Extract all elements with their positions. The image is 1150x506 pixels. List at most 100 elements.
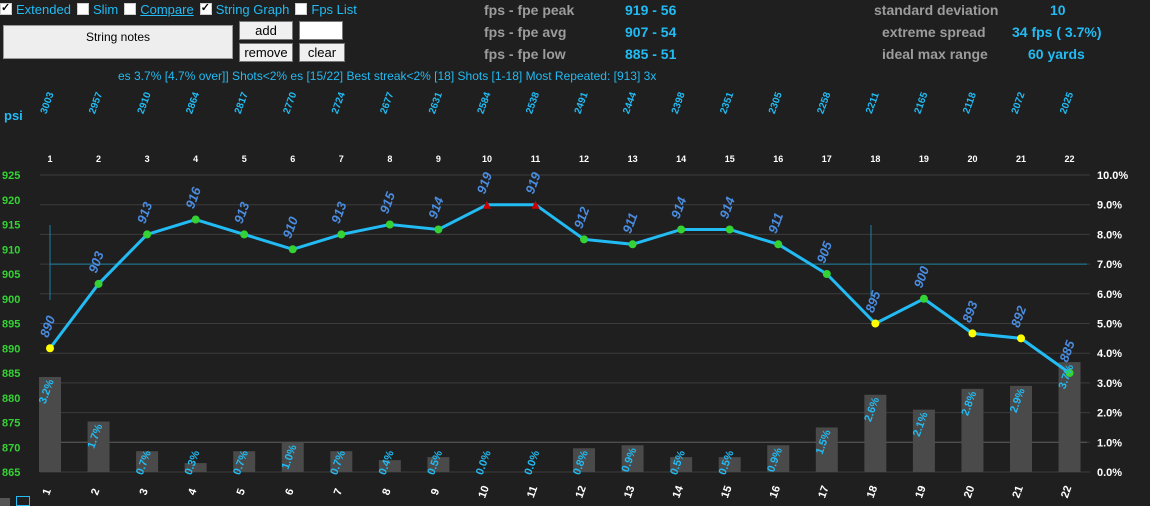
shot-number-bottom: 8 xyxy=(380,487,393,497)
fps-point xyxy=(968,329,977,338)
fps-point xyxy=(919,294,928,303)
pct-value: 0.9% xyxy=(765,446,785,474)
pct-value: 0.8% xyxy=(571,449,591,477)
shot-number-bottom: 6 xyxy=(283,487,296,497)
pct-bar xyxy=(39,376,61,472)
shot-number-bottom: 2 xyxy=(89,487,102,497)
checkbox-box[interactable] xyxy=(199,1,212,15)
checkbox-compare[interactable]: Compare xyxy=(124,2,194,17)
checkbox-box[interactable] xyxy=(295,3,308,15)
pct-value: 0.7% xyxy=(134,449,154,477)
fps-point xyxy=(434,225,443,234)
fps-value: 903 xyxy=(85,249,107,275)
y-left-tick: 920 xyxy=(2,195,20,207)
fps-value: 913 xyxy=(134,199,156,225)
shot-number: 2 xyxy=(96,154,101,164)
fps-point xyxy=(871,319,880,328)
stat-label: ideal max range xyxy=(882,46,988,62)
shot-number-bottom: 18 xyxy=(865,484,880,500)
shot-number: 10 xyxy=(482,154,492,164)
shot-number-bottom: 13 xyxy=(622,484,637,500)
fps-value: 890 xyxy=(37,313,59,339)
pct-bar xyxy=(815,427,838,472)
pct-bar xyxy=(1058,362,1081,472)
shot-number-bottom: 12 xyxy=(573,484,588,500)
fps-value: 915 xyxy=(377,189,399,215)
add-value-input[interactable] xyxy=(299,21,343,40)
y-left-tick: 885 xyxy=(2,368,20,380)
checkbox-fps-list[interactable]: Fps List xyxy=(295,2,357,17)
shot-number-bottom: 16 xyxy=(768,484,783,500)
psi-value: 2351 xyxy=(718,90,736,115)
expand-icon[interactable] xyxy=(16,496,30,506)
fps-point xyxy=(240,230,249,239)
checkbox-slim[interactable]: Slim xyxy=(76,2,118,17)
y-left-tick: 910 xyxy=(2,244,20,256)
stat-label: extreme spread xyxy=(882,24,986,40)
y-right-tick: 7.0% xyxy=(1097,259,1122,271)
pct-value: 0.7% xyxy=(328,449,348,477)
fps-value: 893 xyxy=(959,298,981,324)
pct-value: 2.8% xyxy=(959,390,979,418)
pct-bar xyxy=(961,388,984,472)
pct-value: 0.3% xyxy=(183,449,203,477)
checkbox-box[interactable] xyxy=(76,3,89,15)
y-left-tick: 925 xyxy=(2,170,20,182)
string-summary: es 3.7% [4.7% over]] Shots<2% es [15/22]… xyxy=(118,69,657,83)
psi-value: 2538 xyxy=(524,90,542,115)
y-right-tick: 3.0% xyxy=(1097,378,1122,390)
checkbox-extended[interactable]: Extended xyxy=(0,1,71,17)
shot-number-bottom: 20 xyxy=(962,484,977,500)
fps-value: 905 xyxy=(814,239,836,265)
psi-value: 2910 xyxy=(136,90,154,115)
pct-value: 3.7% xyxy=(1057,363,1077,391)
pct-bar xyxy=(427,457,450,472)
shot-number: 16 xyxy=(773,154,783,164)
fps-point xyxy=(822,270,831,278)
fps-value: 913 xyxy=(328,199,350,225)
pct-value: 3.2% xyxy=(37,378,57,406)
checkbox-box[interactable] xyxy=(124,3,137,15)
shot-number: 4 xyxy=(193,154,198,164)
shot-number: 3 xyxy=(145,154,150,164)
pct-value: 0.0% xyxy=(522,449,542,477)
psi-value: 2165 xyxy=(913,90,931,115)
shot-number: 15 xyxy=(725,154,735,164)
pct-bar xyxy=(573,448,596,472)
stat-value: 10 xyxy=(1050,2,1066,18)
pct-value: 0.7% xyxy=(231,449,251,477)
pct-bar xyxy=(767,445,790,472)
string-notes-field[interactable]: String notes xyxy=(3,25,233,59)
fps-point xyxy=(191,215,200,224)
psi-value: 3003 xyxy=(39,90,57,115)
fps-value: 919 xyxy=(474,169,496,195)
y-right-tick: 5.0% xyxy=(1097,319,1122,331)
shot-number-bottom: 7 xyxy=(332,487,345,497)
remove-button[interactable]: remove xyxy=(239,43,293,62)
psi-value: 2398 xyxy=(670,90,688,115)
scroll-handle[interactable] xyxy=(0,498,10,506)
fps-point xyxy=(580,235,589,244)
pct-value: 1.5% xyxy=(814,428,834,456)
fps-value: 914 xyxy=(425,194,447,220)
checkbox-string-graph[interactable]: String Graph xyxy=(199,1,289,17)
y-right-tick: 8.0% xyxy=(1097,229,1122,241)
fps-point xyxy=(1065,369,1074,377)
fps-point xyxy=(677,225,686,234)
pct-bar xyxy=(1010,385,1032,472)
pct-value: 0.9% xyxy=(620,446,640,474)
fps-point xyxy=(725,225,734,234)
shot-number: 12 xyxy=(579,154,589,164)
add-button[interactable]: add xyxy=(239,21,293,40)
psi-value: 2305 xyxy=(767,90,785,115)
stat-value: 34 fps ( 3.7%) xyxy=(1012,24,1102,40)
checkbox-box[interactable] xyxy=(0,1,12,15)
shot-number: 20 xyxy=(967,154,977,164)
fps-value: 912 xyxy=(571,204,593,230)
clear-button[interactable]: clear xyxy=(299,43,345,62)
fps-point xyxy=(46,344,54,353)
psi-value: 2444 xyxy=(621,90,639,115)
fps-value: 914 xyxy=(668,194,690,220)
fps-value: 911 xyxy=(619,211,640,236)
peak-marker xyxy=(531,200,540,209)
